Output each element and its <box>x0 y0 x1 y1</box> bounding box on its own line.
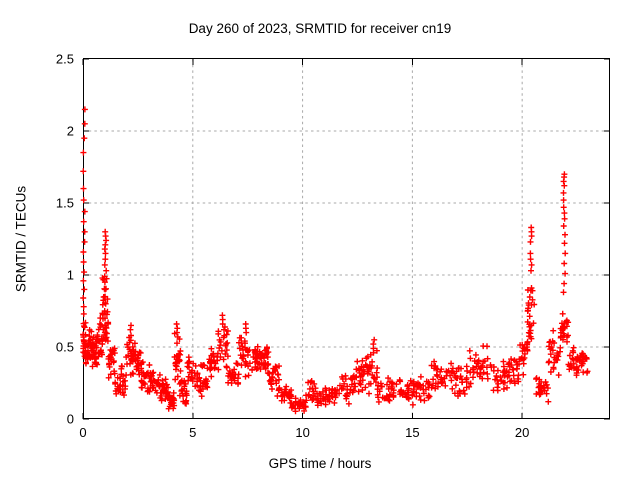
x-tick-label: 20 <box>515 425 529 440</box>
y-tick-label: 2.5 <box>56 52 74 67</box>
x-tick-label: 15 <box>405 425 419 440</box>
x-tick-label: 0 <box>79 425 86 440</box>
y-tick-label: 0.5 <box>56 340 74 355</box>
x-axis-title: GPS time / hours <box>268 456 372 471</box>
y-tick-label: 2 <box>67 124 74 139</box>
scatter-series <box>80 106 591 415</box>
y-tick-label: 0 <box>67 412 74 427</box>
y-tick-label: 1.5 <box>56 196 74 211</box>
x-tick-label: 10 <box>295 425 309 440</box>
y-tick-label: 1 <box>67 268 74 283</box>
x-tick-label: 5 <box>189 425 196 440</box>
gridlines <box>83 59 610 419</box>
chart-title: Day 260 of 2023, SRMTID for receiver cn1… <box>188 21 452 36</box>
plot-frame <box>83 58 610 419</box>
